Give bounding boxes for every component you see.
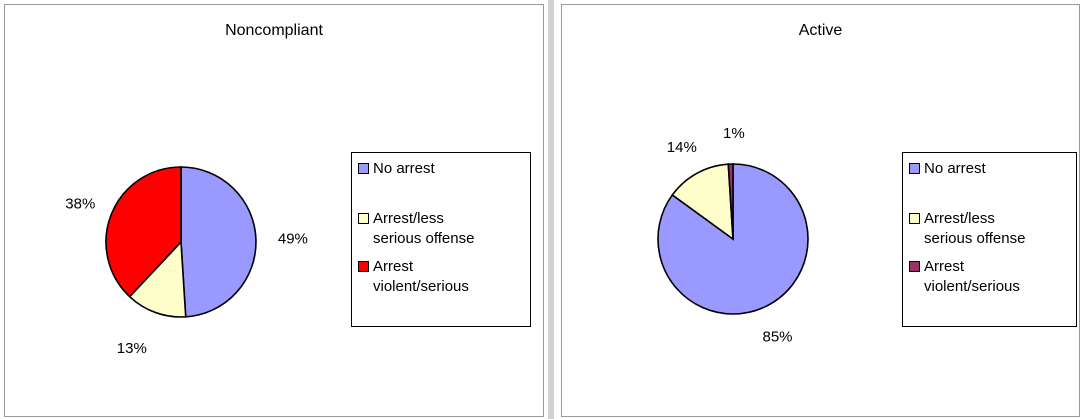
- legend-swatch: [909, 163, 920, 174]
- chart-panel-noncompliant: Noncompliant 49% 13% 38% No arrest Arrest/…: [4, 4, 544, 417]
- legend-label: No arrest: [924, 160, 986, 177]
- pie-chart-noncompliant: 49% 13% 38%: [65, 166, 308, 357]
- slice-label-arrest-less-serious: 14%: [667, 139, 697, 156]
- pie-chart-active: 85% 14% 1%: [657, 125, 809, 345]
- legend-swatch: [909, 261, 920, 272]
- legend-item-arrest-less-serious: Arrest/less serious offense: [909, 209, 1068, 249]
- pie-slice-arrest-less-serious: [128, 240, 187, 318]
- legend-item-no-arrest: No arrest: [358, 159, 522, 179]
- chart-panel-active: Active 85% 14% 1% No arrest Arrest/less se…: [561, 4, 1080, 417]
- slice-label-arrest-less-serious: 13%: [117, 340, 147, 357]
- pie-slice-arrest-less-serious: [671, 163, 734, 241]
- pie-slice-arrest-violent: [727, 163, 734, 240]
- legend-label: Arrest violent/serious: [373, 258, 469, 295]
- legend-item-arrest-violent: Arrest violent/serious: [909, 257, 1068, 297]
- legend-label: Arrest/less serious offense: [924, 210, 1026, 247]
- chart-title: Noncompliant: [225, 22, 323, 39]
- legend-label: Arrest/less serious offense: [373, 210, 475, 247]
- legend-item-no-arrest: No arrest: [909, 159, 1068, 179]
- pie-slice-arrest-violent: [105, 166, 182, 298]
- legend-item-arrest-violent: Arrest violent/serious: [358, 257, 522, 297]
- legend-label: No arrest: [373, 160, 435, 177]
- legend-active: No arrest Arrest/less serious offense Ar…: [902, 152, 1077, 327]
- slice-label-arrest-violent: 1%: [723, 125, 745, 142]
- legend-swatch: [358, 261, 369, 272]
- slice-label-no-arrest: 85%: [762, 328, 792, 345]
- legend-swatch: [909, 213, 920, 224]
- legend-swatch: [358, 213, 369, 224]
- pie-slice-no-arrest: [180, 166, 257, 318]
- slice-label-no-arrest: 49%: [278, 231, 308, 248]
- legend-label: Arrest violent/serious: [924, 258, 1020, 295]
- chart-title: Active: [798, 22, 843, 39]
- panel-divider: [548, 0, 554, 419]
- legend-item-arrest-less-serious: Arrest/less serious offense: [358, 209, 522, 249]
- legend-swatch: [358, 163, 369, 174]
- slice-label-arrest-violent: 38%: [65, 196, 95, 213]
- legend-noncompliant: No arrest Arrest/less serious offense Ar…: [351, 152, 531, 327]
